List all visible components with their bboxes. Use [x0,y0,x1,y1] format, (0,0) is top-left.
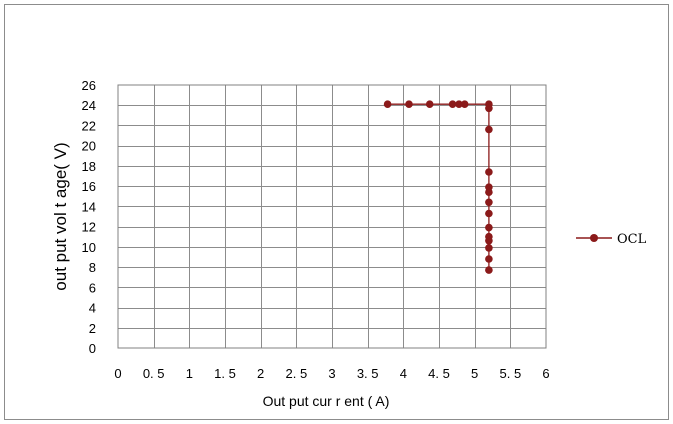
y-tick-label: 16 [82,179,96,194]
data-point [485,125,493,134]
data-point [485,255,493,263]
legend: OCL [576,232,647,247]
y-tick-label: 14 [82,199,96,214]
grid-lines [118,85,546,348]
y-tick-label: 26 [82,78,96,93]
y-tick-label: 18 [82,159,96,174]
chart-border [4,4,669,420]
data-point [405,100,413,108]
data-point [485,237,493,245]
data-point [485,198,493,207]
y-tick-label: 4 [89,301,96,316]
data-point [485,188,493,196]
data-series [383,100,493,274]
legend-label: OCL [617,232,647,247]
y-tick-label: 10 [82,240,96,255]
y-tick-label: 22 [82,118,96,133]
data-point [485,168,493,176]
y-tick-label: 6 [89,280,96,295]
data-point [485,209,493,218]
x-tick-label: 0 [114,366,121,381]
x-tick-label: 1 [186,366,193,381]
x-tick-label: 2 [257,366,264,381]
y-tick-label: 24 [82,98,96,113]
x-tick-label: 3 [328,366,335,381]
x-tick-labels: 0 0. 5 1 1. 5 2 2. 5 3 3. 5 4 4. 5 5 5. 5 6 [114,366,549,381]
y-tick-label: 0 [89,341,96,356]
legend-marker-swatch [590,234,598,242]
x-tick-label: 1. 5 [214,366,236,381]
data-point [485,244,493,252]
data-point [425,100,434,108]
x-tick-label: 4. 5 [428,366,450,381]
x-tick-label: 6 [542,366,549,381]
x-tick-label: 4 [400,366,407,381]
data-point [485,266,493,274]
data-point [383,100,392,108]
y-tick-label: 8 [89,260,96,275]
y-tick-label: 2 [89,321,96,336]
data-point [455,100,463,108]
y-tick-label: 12 [82,220,96,235]
data-point [485,104,493,113]
data-point [448,100,457,108]
plot-area-border [117,84,547,349]
x-tick-label: 5 [471,366,478,381]
x-tick-label: 0. 5 [143,366,165,381]
y-tick-label: 20 [82,139,96,154]
x-tick-label: 3. 5 [357,366,379,381]
x-tick-label: 5. 5 [499,366,521,381]
data-point [460,100,469,108]
y-axis-title: out put vol t age( V) [51,142,70,290]
x-axis-title: Out put cur r ent ( A) [263,393,390,409]
data-point [485,223,493,232]
x-tick-label: 2. 5 [285,366,307,381]
